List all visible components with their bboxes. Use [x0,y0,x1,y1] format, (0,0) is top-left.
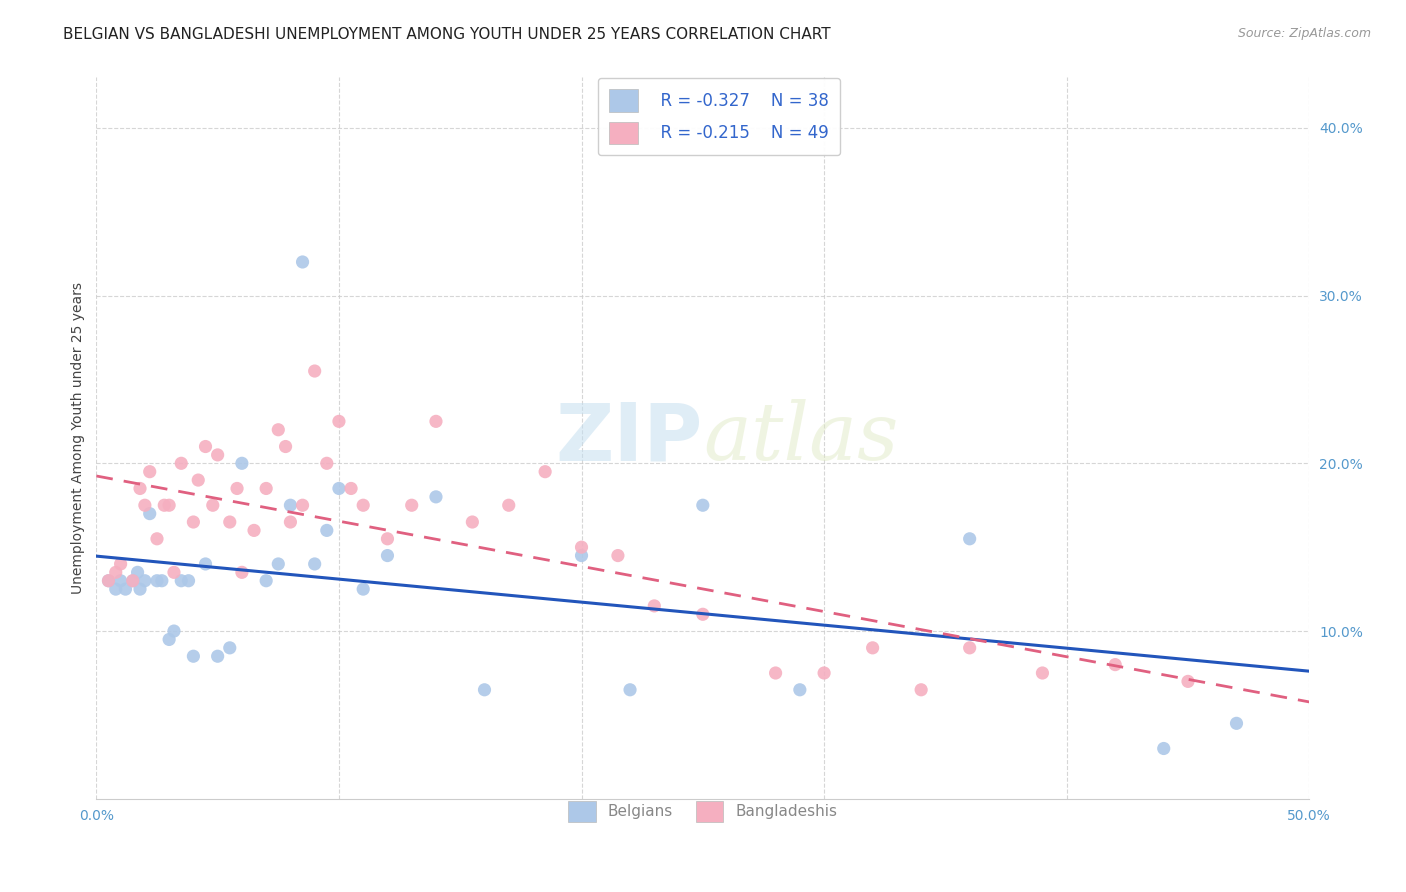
Point [163,566,186,580]
Point [910,682,932,697]
Point [813,665,835,680]
Point [267,557,290,571]
Point [226,482,249,496]
Point [194,557,217,571]
Point [619,682,641,697]
Text: Source: ZipAtlas.com: Source: ZipAtlas.com [1237,27,1371,40]
Text: atlas: atlas [703,400,898,477]
Point [207,649,229,664]
Point [129,582,152,596]
Point [187,473,209,487]
Point [304,364,326,378]
Point [1225,716,1247,731]
Point [377,549,399,563]
Point [692,498,714,512]
Point [138,465,160,479]
Point [254,574,277,588]
Y-axis label: Unemployment Among Youth under 25 years: Unemployment Among Youth under 25 years [72,282,86,594]
Point [692,607,714,622]
Point [304,557,326,571]
Point [201,498,224,512]
Point [194,440,217,454]
Point [1177,674,1199,689]
Point [267,423,290,437]
Point [146,532,169,546]
Point [153,498,176,512]
Point [315,524,337,538]
Point [163,624,186,638]
Text: ZIP: ZIP [555,399,703,477]
Point [207,448,229,462]
Point [150,574,173,588]
Point [862,640,884,655]
Point [377,532,399,546]
Point [218,515,240,529]
Point [97,574,120,588]
Point [352,582,374,596]
Point [121,574,143,588]
Point [183,649,205,664]
Point [765,665,787,680]
Point [170,574,193,588]
Point [243,524,266,538]
Point [291,498,314,512]
Point [114,582,136,596]
Point [328,414,350,428]
Point [352,498,374,512]
Point [571,549,593,563]
Point [121,574,143,588]
Point [218,640,240,655]
Point [134,574,156,588]
Point [254,482,277,496]
Point [401,498,423,512]
Point [461,515,484,529]
Point [571,540,593,554]
Point [127,566,149,580]
Point [340,482,363,496]
Point [498,498,520,512]
Point [280,515,302,529]
Point [534,465,557,479]
Point [177,574,200,588]
Point [183,515,205,529]
Point [643,599,665,613]
Point [146,574,169,588]
Point [97,574,120,588]
Point [157,632,180,647]
Point [129,482,152,496]
Point [1031,665,1053,680]
Point [425,490,447,504]
Point [606,549,628,563]
Point [291,255,314,269]
Point [231,566,253,580]
Legend: Belgians, Bangladeshis: Belgians, Bangladeshis [555,789,849,835]
Point [104,582,127,596]
Point [280,498,302,512]
Point [274,440,297,454]
Point [1104,657,1126,672]
Point [474,682,496,697]
Point [789,682,811,697]
Point [231,456,253,470]
Point [157,498,180,512]
Point [170,456,193,470]
Point [110,574,132,588]
Point [134,498,156,512]
Point [315,456,337,470]
Point [425,414,447,428]
Text: BELGIAN VS BANGLADESHI UNEMPLOYMENT AMONG YOUTH UNDER 25 YEARS CORRELATION CHART: BELGIAN VS BANGLADESHI UNEMPLOYMENT AMON… [63,27,831,42]
Point [138,507,160,521]
Point [328,482,350,496]
Point [959,532,981,546]
Point [104,566,127,580]
Point [110,557,132,571]
Point [959,640,981,655]
Point [1153,741,1175,756]
